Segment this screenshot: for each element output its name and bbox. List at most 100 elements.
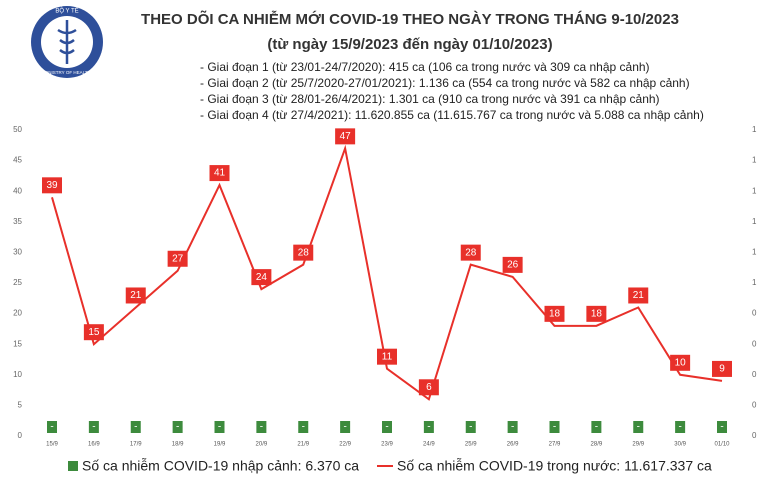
value-label: 11 [382, 351, 393, 362]
value-label: 9 [719, 364, 725, 375]
value-label-box [418, 379, 439, 396]
value-label: - [637, 422, 640, 433]
value-label-box [377, 348, 397, 365]
y-tick-label: 0 [18, 431, 23, 440]
note: - Giai đoạn 1 (từ 23/01-24/7/2020): 415 … [200, 60, 650, 74]
value-label-box [42, 177, 62, 194]
value-label: - [176, 422, 179, 433]
value-label-box [340, 421, 351, 433]
value-label-box [675, 421, 686, 433]
value-label-box [670, 354, 691, 371]
x-tick-label: 30/9 [674, 442, 686, 448]
chart-title: THEO DÕI CA NHIỄM MỚI COVID-19 THEO NGÀY… [141, 10, 679, 28]
x-tick-label: 25/9 [465, 442, 477, 448]
value-label-box [335, 128, 356, 145]
y-tick-label: 20 [13, 309, 22, 318]
logo-top: BỘ Y TẾ [55, 8, 78, 15]
x-tick-label: 15/9 [46, 442, 58, 448]
y2-tick-label: 1 [752, 278, 757, 287]
y-tick-label: 35 [13, 217, 22, 226]
y-tick-label: 5 [18, 401, 23, 410]
value-label-box [633, 421, 644, 433]
value-label: 41 [214, 168, 226, 179]
value-label: - [343, 422, 346, 433]
value-label-box [586, 305, 607, 322]
value-label-box [591, 421, 602, 433]
value-label-box [167, 250, 188, 267]
x-tick-label: 20/9 [256, 442, 268, 448]
value-label-box [293, 244, 314, 261]
y2-tick-label: 1 [752, 156, 757, 165]
x-tick-label: 18/9 [172, 442, 184, 448]
y-tick-label: 10 [13, 370, 22, 379]
value-label: 18 [591, 308, 603, 319]
value-label-box [47, 421, 57, 433]
value-label-box [502, 256, 523, 273]
y2-tick-label: 0 [752, 431, 757, 440]
value-label: - [553, 422, 556, 433]
value-label-box [88, 421, 99, 433]
value-label-box [465, 421, 476, 433]
value-label-box [712, 360, 732, 377]
value-label: 10 [675, 357, 687, 368]
x-tick-label: 26/9 [507, 442, 519, 448]
x-tick-label: 29/9 [632, 442, 644, 448]
y2-tick-label: 0 [752, 401, 757, 410]
y-tick-label: 15 [13, 339, 22, 348]
value-label-box [507, 421, 518, 433]
logo-bottom: MINISTRY OF HEALTH [43, 70, 91, 75]
value-label: - [92, 422, 95, 433]
value-label-box [251, 269, 272, 286]
y2-tick-label: 1 [752, 248, 757, 257]
value-label: 6 [426, 382, 432, 393]
value-label: - [511, 422, 514, 433]
x-tick-label: 23/9 [381, 442, 393, 448]
value-label: 21 [130, 290, 142, 301]
value-label-box [628, 287, 649, 304]
value-label-box [130, 421, 141, 433]
value-label: 39 [46, 180, 58, 191]
legend-swatch [68, 461, 78, 471]
value-label: - [134, 422, 137, 433]
y2-tick-label: 0 [752, 370, 757, 379]
legend-label: Số ca nhiễm COVID-19 nhập cảnh: 6.370 ca [82, 458, 359, 474]
value-label: - [427, 422, 430, 433]
value-label: - [469, 422, 472, 433]
x-tick-label: 01/10 [714, 442, 730, 448]
note: - Giai đoạn 3 (từ 28/01-26/4/2021): 1.30… [200, 92, 660, 106]
logo: BỘ Y TẾ MINISTRY OF HEALTH [31, 6, 103, 78]
value-label: 28 [465, 247, 477, 258]
value-label: 26 [507, 260, 519, 271]
x-tick-label: 28/9 [591, 442, 603, 448]
value-label: - [50, 422, 53, 433]
logo-emblem [57, 20, 77, 64]
value-label: - [302, 422, 305, 433]
value-label: 15 [88, 327, 100, 338]
value-label: - [385, 422, 388, 433]
y-tick-label: 25 [13, 278, 22, 287]
value-label-box [172, 421, 183, 433]
x-tick-label: 24/9 [423, 442, 435, 448]
value-label: - [260, 422, 263, 433]
value-label-box [214, 421, 225, 433]
value-label: 28 [298, 247, 310, 258]
value-label-box [423, 421, 434, 433]
note: - Giai đoạn 4 (từ 27/4/2021): 11.620.855… [200, 108, 704, 122]
value-label-box [209, 165, 230, 182]
y2-tick-label: 1 [752, 125, 757, 134]
line [51, 144, 723, 401]
y2-tick-label: 0 [752, 339, 757, 348]
x-tick-label: 21/9 [297, 442, 309, 448]
legend-label: Số ca nhiễm COVID-19 trong nước: 11.617.… [397, 458, 712, 474]
x-tick-label: 17/9 [130, 442, 142, 448]
chart-subtitle: (từ ngày 15/9/2023 đến ngày 01/10/2023) [267, 36, 552, 53]
value-label-box [256, 421, 267, 433]
value-label: - [595, 422, 598, 433]
value-label: - [678, 422, 681, 433]
value-label-box [549, 421, 560, 433]
value-label: - [720, 422, 723, 433]
x-tick-label: 22/9 [339, 442, 351, 448]
y-tick-label: 50 [13, 125, 22, 134]
value-label-box [83, 324, 104, 341]
